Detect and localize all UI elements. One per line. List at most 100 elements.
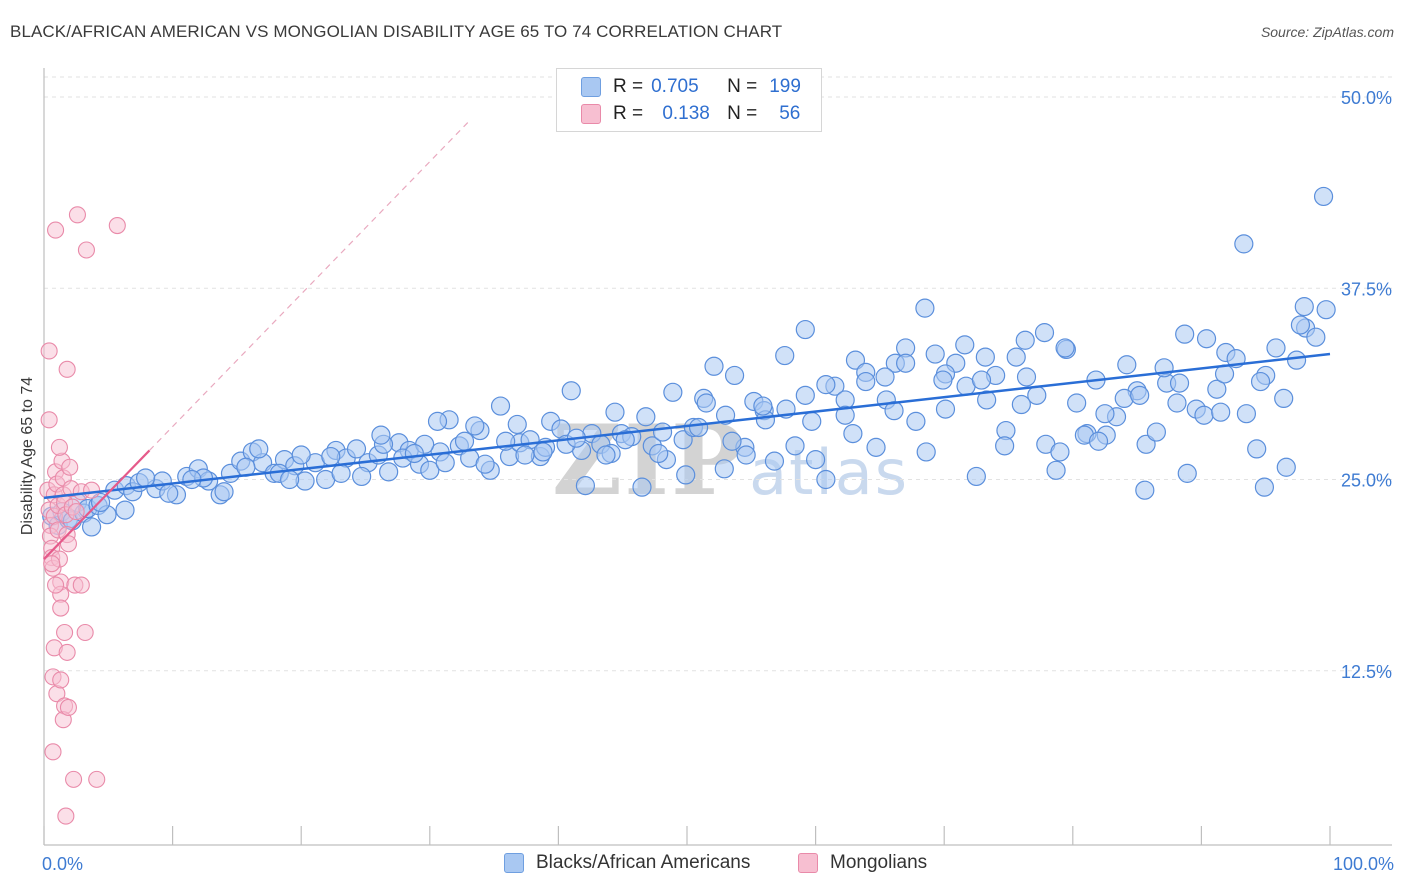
bottom-legend-label-mongolians: Mongolians bbox=[830, 852, 928, 873]
data-point-mongolians bbox=[83, 481, 101, 499]
bottom-legend: Blacks/African Americans Mongolians bbox=[0, 852, 1406, 876]
data-point-blacks bbox=[722, 431, 742, 451]
data-point-mongolians bbox=[59, 535, 77, 553]
data-point-blacks bbox=[1114, 388, 1134, 409]
data-point-blacks bbox=[632, 477, 652, 497]
data-point-blacks bbox=[866, 437, 886, 457]
data-point-blacks bbox=[971, 370, 992, 390]
y-tick-label: 37.5% bbox=[1341, 279, 1392, 299]
data-point-blacks bbox=[321, 446, 341, 467]
data-point-blacks bbox=[1117, 355, 1137, 375]
data-point-blacks bbox=[1194, 405, 1214, 425]
data-point-blacks bbox=[249, 439, 269, 459]
trend-line-mongolians bbox=[43, 449, 151, 560]
data-point-blacks bbox=[1136, 434, 1156, 454]
chart-title: BLACK/AFRICAN AMERICAN VS MONGOLIAN DISA… bbox=[10, 22, 783, 41]
bottom-legend-blacks: Blacks/African Americans bbox=[504, 852, 750, 874]
data-point-blacks bbox=[1274, 388, 1294, 409]
data-point-blacks bbox=[1254, 477, 1275, 497]
data-point-blacks bbox=[736, 445, 756, 465]
data-point-blacks bbox=[649, 443, 669, 464]
data-point-blacks bbox=[1095, 404, 1115, 424]
legend-n-value: 199 bbox=[769, 76, 801, 97]
data-point-blacks bbox=[352, 466, 372, 487]
data-point-blacks bbox=[805, 450, 826, 470]
data-point-blacks bbox=[663, 382, 683, 402]
data-point-blacks bbox=[925, 344, 945, 364]
data-point-mongolians bbox=[68, 206, 86, 224]
data-point-blacks bbox=[1316, 300, 1336, 320]
data-point-mongolians bbox=[72, 576, 90, 594]
data-point-blacks bbox=[214, 482, 234, 502]
data-point-mongolians bbox=[58, 360, 76, 378]
data-point-mongolians bbox=[58, 643, 76, 661]
data-point-blacks bbox=[1088, 431, 1109, 451]
data-point-blacks bbox=[795, 385, 815, 405]
data-point-blacks bbox=[1175, 324, 1195, 344]
data-point-blacks bbox=[935, 399, 956, 419]
data-point-blacks bbox=[696, 393, 716, 413]
legend-row-blacks: R = 0.705 N = 199 bbox=[581, 75, 801, 99]
data-point-mongolians bbox=[47, 221, 65, 239]
data-point-mongolians bbox=[57, 807, 75, 825]
data-point-mongolians bbox=[52, 671, 70, 689]
data-point-blacks bbox=[561, 381, 581, 401]
data-point-blacks bbox=[995, 436, 1015, 456]
data-point-blacks bbox=[906, 411, 926, 431]
data-point-blacks bbox=[1247, 439, 1267, 459]
data-point-blacks bbox=[346, 439, 367, 459]
data-point-mongolians bbox=[44, 743, 62, 761]
data-point-blacks bbox=[331, 463, 351, 483]
data-point-blacks bbox=[1306, 327, 1326, 347]
data-point-blacks bbox=[1236, 404, 1257, 424]
data-point-blacks bbox=[1130, 385, 1150, 405]
data-point-blacks bbox=[795, 319, 815, 340]
bottom-legend-swatch-pink bbox=[798, 853, 818, 873]
data-point-blacks bbox=[515, 445, 535, 465]
data-point-blacks bbox=[845, 350, 866, 370]
axes bbox=[43, 68, 1392, 846]
data-point-blacks bbox=[115, 500, 135, 520]
data-point-blacks bbox=[704, 356, 724, 376]
data-point-blacks bbox=[605, 402, 625, 422]
data-point-blacks bbox=[81, 517, 102, 537]
legend-r-value: 0.705 bbox=[651, 76, 699, 97]
data-point-blacks bbox=[785, 436, 805, 456]
trend-line-mongolians-extension bbox=[149, 121, 469, 451]
data-point-blacks bbox=[404, 443, 424, 464]
data-point-blacks bbox=[1294, 297, 1314, 317]
data-point-blacks bbox=[673, 430, 693, 450]
data-point-mongolians bbox=[47, 576, 65, 594]
data-point-mongolians bbox=[59, 698, 77, 717]
bottom-legend-mongolians: Mongolians bbox=[798, 852, 927, 874]
data-point-blacks bbox=[454, 431, 475, 451]
data-point-blacks bbox=[1067, 393, 1087, 413]
data-point-blacks bbox=[753, 396, 773, 416]
data-point-blacks bbox=[1290, 315, 1311, 335]
data-point-blacks bbox=[1196, 329, 1217, 349]
data-point-mongolians bbox=[65, 770, 83, 788]
data-point-blacks bbox=[575, 476, 596, 496]
data-point-blacks bbox=[533, 442, 553, 462]
data-point-blacks bbox=[1169, 373, 1190, 393]
data-point-blacks bbox=[676, 465, 696, 485]
data-point-blacks bbox=[159, 483, 179, 503]
data-point-blacks bbox=[802, 411, 822, 431]
data-point-blacks bbox=[1050, 442, 1070, 462]
data-point-blacks bbox=[1211, 402, 1231, 422]
data-point-blacks bbox=[615, 430, 635, 450]
data-point-blacks bbox=[764, 451, 785, 471]
data-point-blacks bbox=[1266, 338, 1286, 358]
legend-n-value: 56 bbox=[779, 103, 801, 124]
data-point-blacks bbox=[966, 466, 986, 487]
legend-r-label: R = bbox=[613, 76, 644, 97]
data-point-blacks bbox=[1034, 323, 1055, 343]
data-point-blacks bbox=[1015, 330, 1035, 350]
data-point-blacks bbox=[875, 367, 895, 387]
data-point-blacks bbox=[816, 375, 836, 395]
data-point-blacks bbox=[1055, 338, 1075, 358]
data-point-blacks bbox=[775, 345, 795, 366]
data-point-blacks bbox=[856, 371, 876, 392]
data-point-mongolians bbox=[108, 216, 126, 235]
data-point-blacks bbox=[291, 445, 311, 465]
